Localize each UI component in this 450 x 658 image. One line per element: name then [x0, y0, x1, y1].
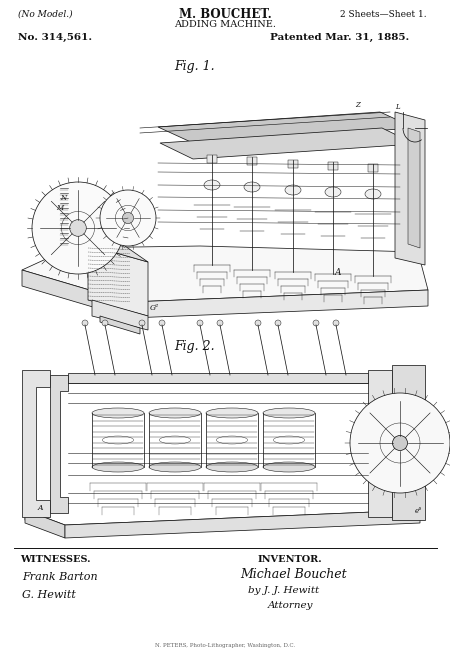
Polygon shape [65, 510, 420, 538]
Circle shape [70, 220, 86, 236]
Circle shape [159, 320, 165, 326]
Text: No. 314,561.: No. 314,561. [18, 33, 92, 42]
Text: (No Model.): (No Model.) [18, 10, 72, 19]
Text: N. PETERS, Photo-Lithographer, Washington, D.C.: N. PETERS, Photo-Lithographer, Washingto… [155, 643, 295, 648]
Ellipse shape [263, 408, 315, 418]
Polygon shape [25, 510, 65, 538]
Polygon shape [408, 128, 420, 248]
Polygon shape [22, 246, 428, 302]
Circle shape [32, 182, 124, 274]
Polygon shape [207, 155, 217, 163]
Polygon shape [247, 157, 257, 165]
Ellipse shape [149, 408, 201, 418]
Circle shape [102, 320, 108, 326]
Circle shape [100, 190, 156, 246]
Text: Fig. 2.: Fig. 2. [175, 340, 215, 353]
Polygon shape [288, 160, 298, 168]
Polygon shape [392, 365, 425, 520]
Text: e°: e° [415, 507, 423, 515]
Ellipse shape [204, 180, 220, 190]
Polygon shape [395, 112, 425, 265]
Ellipse shape [92, 408, 144, 418]
Text: A: A [335, 268, 342, 277]
Circle shape [350, 393, 450, 493]
Circle shape [255, 320, 261, 326]
Text: Michael Bouchet: Michael Bouchet [240, 568, 346, 581]
Circle shape [82, 320, 88, 326]
Text: Patented Mar. 31, 1885.: Patented Mar. 31, 1885. [270, 33, 409, 42]
Ellipse shape [206, 462, 258, 472]
Circle shape [275, 320, 281, 326]
Ellipse shape [206, 408, 258, 418]
Text: A: A [38, 504, 44, 512]
Text: Attorney: Attorney [268, 601, 314, 610]
Text: Frank Barton: Frank Barton [22, 572, 98, 582]
Ellipse shape [365, 189, 381, 199]
Circle shape [139, 320, 145, 326]
Polygon shape [55, 220, 148, 262]
Polygon shape [22, 270, 130, 318]
Text: Z: Z [355, 101, 360, 109]
Polygon shape [68, 373, 368, 383]
Ellipse shape [325, 187, 341, 197]
Polygon shape [92, 300, 148, 330]
Polygon shape [158, 112, 415, 143]
Polygon shape [368, 370, 392, 517]
Ellipse shape [263, 462, 315, 472]
Circle shape [122, 213, 134, 224]
Text: L: L [395, 103, 400, 111]
Polygon shape [368, 164, 378, 172]
Text: G²: G² [150, 304, 159, 312]
Text: by J. J. Hewitt: by J. J. Hewitt [248, 586, 319, 595]
Circle shape [197, 320, 203, 326]
Polygon shape [130, 290, 428, 318]
Polygon shape [88, 245, 148, 316]
Text: WITNESSES.: WITNESSES. [20, 555, 90, 564]
Ellipse shape [244, 182, 260, 192]
Text: N: N [60, 194, 66, 202]
Circle shape [333, 320, 339, 326]
Polygon shape [22, 370, 50, 517]
Text: INVENTOR.: INVENTOR. [258, 555, 323, 564]
Text: 2 Sheets—Sheet 1.: 2 Sheets—Sheet 1. [340, 10, 427, 19]
Polygon shape [50, 375, 68, 513]
Text: Fig. 1.: Fig. 1. [175, 60, 215, 73]
Ellipse shape [92, 462, 144, 472]
Text: M: M [56, 204, 63, 212]
Polygon shape [160, 128, 415, 159]
Text: M. BOUCHET.: M. BOUCHET. [179, 8, 271, 21]
Circle shape [392, 436, 408, 451]
Circle shape [217, 320, 223, 326]
Ellipse shape [149, 462, 201, 472]
Text: G. Hewitt: G. Hewitt [22, 590, 76, 600]
Ellipse shape [285, 185, 301, 195]
Text: ADDING MACHINE.: ADDING MACHINE. [174, 20, 276, 29]
Polygon shape [25, 510, 420, 535]
Polygon shape [328, 162, 338, 170]
Circle shape [313, 320, 319, 326]
Polygon shape [100, 316, 140, 334]
